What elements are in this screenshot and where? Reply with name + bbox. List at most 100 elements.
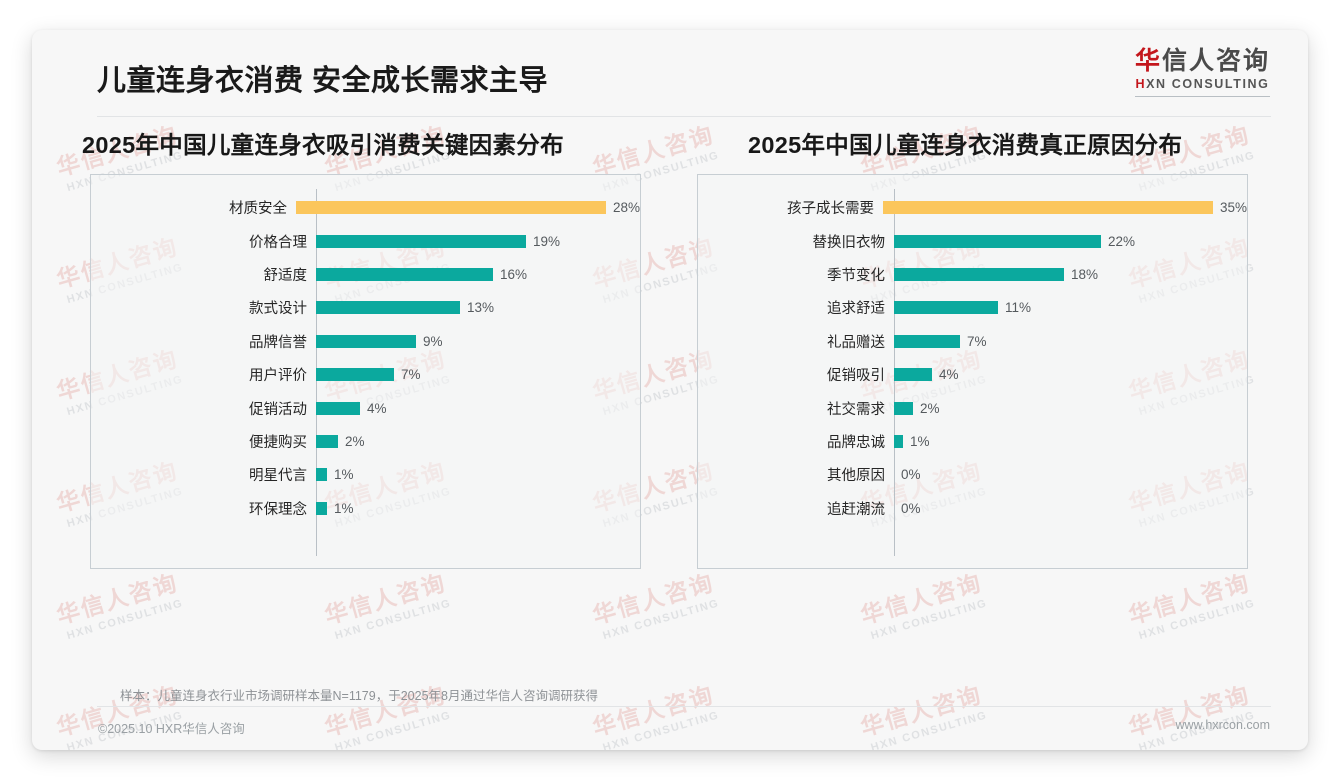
bar-row: 环保理念 1%	[91, 492, 640, 525]
bar-row: 季节变化 18%	[698, 258, 1247, 291]
header-divider	[97, 116, 1271, 117]
footer-website: www.hxrcon.com	[1175, 718, 1270, 732]
bar-category-label: 舒适度	[263, 267, 308, 284]
bar-value-label: 1%	[910, 433, 930, 449]
watermark-chinese: 华信人咨询	[53, 569, 181, 629]
bar-value-label: 4%	[367, 400, 387, 416]
bar	[316, 368, 394, 382]
bar-value-label: 22%	[1108, 233, 1136, 249]
bar	[894, 401, 913, 415]
bar-value-label: 1%	[334, 500, 354, 516]
bar-category-label: 材质安全	[228, 201, 287, 218]
bar-category-label: 环保理念	[249, 501, 307, 518]
bar-category-label: 礼品赠送	[827, 334, 885, 351]
watermark-chinese: 华信人咨询	[589, 121, 717, 181]
bar-row: 社交需求 2%	[698, 391, 1247, 424]
chart-title-left: 2025年中国儿童连身衣吸引消费关键因素分布	[82, 132, 564, 158]
logo-english: HXN CONSULTING	[1135, 77, 1270, 91]
bar	[894, 234, 1101, 248]
bar-row: 促销活动 4%	[91, 391, 640, 424]
bar	[295, 201, 606, 215]
bar-row: 用户评价 7%	[91, 358, 640, 391]
bar-value-label: 13%	[467, 300, 495, 316]
watermark-english: HXN CONSULTING	[869, 597, 989, 643]
bar-value-label: 9%	[423, 333, 443, 349]
bar-chart-key-factors: 材质安全 28% 价格合理 19% 舒适度 16% 款式设计 13% 品牌信誉 9% 用户评价 7% 促…	[91, 175, 640, 568]
bar-value-label: 2%	[920, 400, 940, 416]
bar-row: 价格合理 19%	[91, 224, 640, 257]
chart-panel-right: 孩子成长需要 35% 替换旧衣物 22% 季节变化 18% 追求舒适 11% 礼品赠送 7% 促销吸…	[697, 174, 1248, 569]
bar-value-label: 11%	[1005, 300, 1032, 316]
watermark-chinese: 华信人咨询	[1125, 569, 1253, 629]
bar-row: 明星代言 1%	[91, 458, 640, 491]
bar-category-label: 季节变化	[827, 267, 885, 284]
footer-divider	[97, 706, 1271, 707]
watermark-english: HXN CONSULTING	[1137, 597, 1257, 643]
bar-category-label: 用户评价	[249, 368, 307, 385]
logo-en-highlight: H	[1135, 77, 1147, 92]
bar-rows: 材质安全 28% 价格合理 19% 舒适度 16% 款式设计 13% 品牌信誉 9% 用户评价 7% 促…	[91, 175, 640, 568]
bar-value-label: 7%	[401, 367, 421, 383]
bar-category-label: 社交需求	[827, 401, 885, 418]
bar-row: 品牌忠诚 1%	[698, 425, 1247, 458]
bar-value-label: 0%	[901, 467, 921, 483]
bar-row: 舒适度 16%	[91, 258, 640, 291]
page-title: 儿童连身衣消费 安全成长需求主导	[97, 65, 549, 97]
watermark-chinese: 华信人咨询	[589, 569, 717, 629]
bar-category-label: 品牌忠诚	[827, 434, 885, 451]
bar-row: 品牌信誉 9%	[91, 325, 640, 358]
bar-row: 款式设计 13%	[91, 291, 640, 324]
bar	[316, 401, 360, 415]
bar	[316, 267, 493, 281]
slide-header: 儿童连身衣消费 安全成长需求主导 华信人咨询 HXN CONSULTING	[32, 30, 1308, 118]
bar-category-label: 追求舒适	[827, 301, 885, 318]
bar-value-label: 7%	[967, 333, 987, 349]
bar-row: 追求舒适 11%	[698, 291, 1247, 324]
bar-value-label: 28%	[612, 200, 640, 216]
logo-chinese: 华信人咨询	[1135, 48, 1270, 74]
chart-panel-left: 材质安全 28% 价格合理 19% 舒适度 16% 款式设计 13% 品牌信誉 9% 用户评价 7% 促…	[90, 174, 641, 569]
logo-cn-highlight: 华	[1134, 47, 1162, 75]
bar-category-label: 促销吸引	[827, 368, 885, 385]
bar-value-label: 4%	[939, 367, 959, 383]
bar	[316, 334, 416, 348]
bar	[894, 334, 960, 348]
watermark-chinese: 华信人咨询	[589, 681, 717, 741]
bar	[316, 434, 338, 448]
watermark-chinese: 华信人咨询	[1125, 681, 1253, 741]
watermark-english: HXN CONSULTING	[333, 597, 453, 643]
bar-row: 孩子成长需要 35%	[698, 191, 1247, 224]
bar-category-label: 其他原因	[827, 468, 885, 485]
bar-category-label: 促销活动	[249, 401, 307, 418]
bar	[894, 267, 1064, 281]
logo-en-rest: XN CONSULTING	[1146, 77, 1270, 92]
watermark-english: HXN CONSULTING	[601, 597, 721, 643]
watermark-chinese: 华信人咨询	[321, 569, 449, 629]
bar	[316, 301, 460, 315]
logo-cn-rest: 信人咨询	[1161, 47, 1270, 75]
bar-category-label: 替换旧衣物	[812, 234, 886, 251]
bar-category-label: 便捷购买	[249, 434, 307, 451]
bar-category-label: 追赶潮流	[827, 501, 885, 518]
bar-row: 礼品赠送 7%	[698, 325, 1247, 358]
bar-category-label: 价格合理	[249, 234, 307, 251]
bar-value-label: 18%	[1071, 266, 1099, 282]
sample-footnote: 样本：儿童连身衣行业市场调研样本量N=1179，于2025年8月通过华信人咨询调…	[120, 689, 598, 703]
bar-category-label: 款式设计	[249, 301, 307, 318]
watermark-english: HXN CONSULTING	[333, 709, 453, 750]
bar	[316, 468, 327, 482]
bar-row: 追赶潮流 0%	[698, 492, 1247, 525]
bar-row: 材质安全 28%	[91, 191, 640, 224]
bar	[894, 434, 903, 448]
watermark-english: HXN CONSULTING	[65, 597, 185, 643]
watermark-english: HXN CONSULTING	[869, 709, 989, 750]
bar-category-label: 孩子成长需要	[786, 201, 874, 218]
